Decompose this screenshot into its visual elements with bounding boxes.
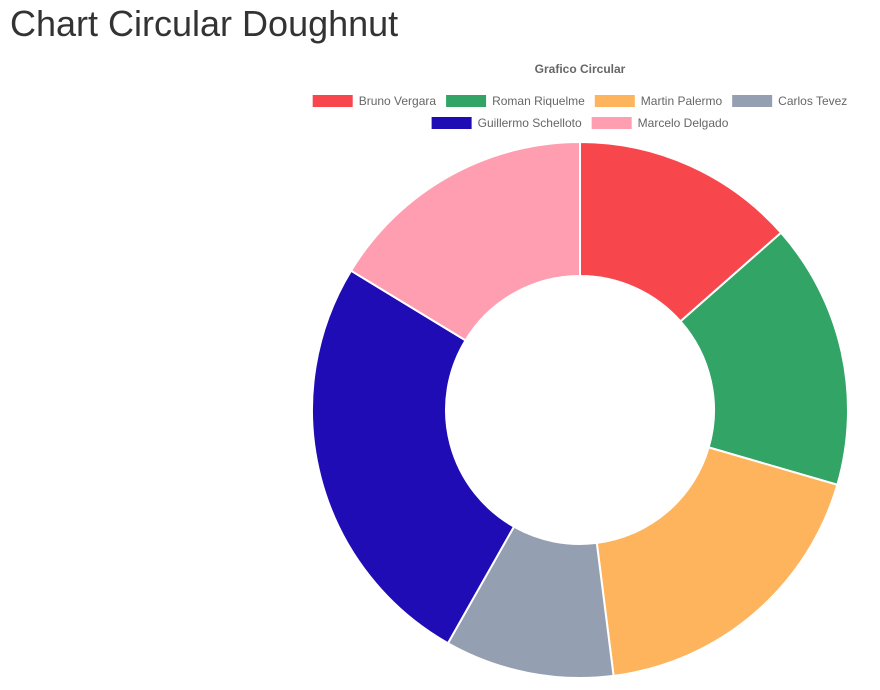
doughnut-slices <box>311 140 849 679</box>
chart-title: Grafico Circular <box>535 62 626 76</box>
page-title: Chart Circular Doughnut <box>10 3 399 44</box>
legend-label: Guillermo Schelloto <box>478 116 582 130</box>
legend-swatch <box>591 117 632 129</box>
legend-label: Marcelo Delgado <box>638 116 729 130</box>
legend-item[interactable]: Roman Riquelme <box>446 94 585 108</box>
legend-label: Bruno Vergara <box>359 94 437 108</box>
legend-swatch <box>431 117 472 129</box>
legend-label: Roman Riquelme <box>492 94 585 108</box>
legend-swatch <box>594 95 635 107</box>
chart-legend: Bruno Vergara Roman Riquelme Martin Palerm… <box>312 94 847 130</box>
doughnut-slice-6[interactable] <box>349 140 581 342</box>
legend-swatch <box>312 95 353 107</box>
doughnut-slice-5[interactable] <box>311 269 516 645</box>
legend-label: Carlos Tevez <box>778 94 847 108</box>
doughnut-chart: Grafico Circular Bruno Vergara Roman Riqu… <box>311 62 849 679</box>
legend-swatch <box>446 95 487 107</box>
legend-swatch <box>732 95 773 107</box>
doughnut-slice-2[interactable] <box>679 231 849 487</box>
legend-item[interactable]: Marcelo Delgado <box>591 116 729 130</box>
legend-label: Martin Palermo <box>641 94 723 108</box>
legend-item[interactable]: Guillermo Schelloto <box>431 116 582 130</box>
doughnut-slice-3[interactable] <box>595 446 839 678</box>
legend-item[interactable]: Carlos Tevez <box>732 94 847 108</box>
legend-item[interactable]: Bruno Vergara <box>312 94 437 108</box>
legend-item[interactable]: Martin Palermo <box>594 94 723 108</box>
